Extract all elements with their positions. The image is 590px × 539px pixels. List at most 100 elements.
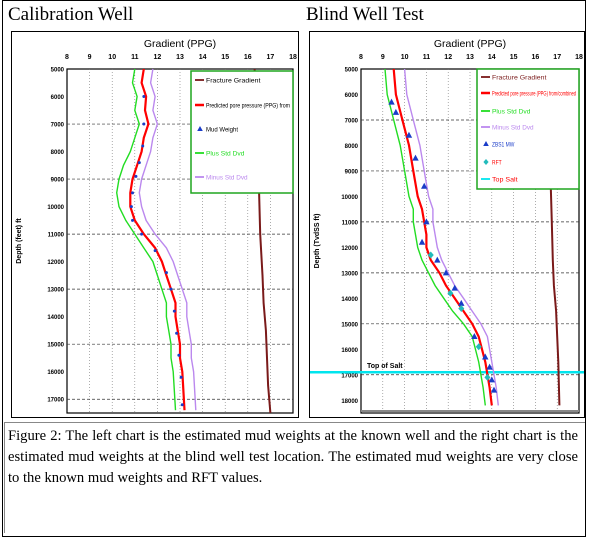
right-legend-label: ZBS1 MW bbox=[492, 143, 515, 149]
right-mw-point bbox=[490, 386, 498, 393]
left-ytick: 13000 bbox=[47, 288, 64, 294]
left-mud-point bbox=[164, 271, 168, 275]
left-xtick: 11 bbox=[131, 54, 139, 61]
left-legend-label: Fracture Gradient bbox=[206, 79, 261, 85]
blind-well-chart: Gradient (PPG) 8 9 10 11 12 13 14 15 16 17 18 5000 60… bbox=[309, 31, 585, 418]
right-ytick: 5000 bbox=[345, 68, 359, 74]
left-mud-point bbox=[142, 95, 146, 99]
left-xtick: 18 bbox=[289, 54, 297, 61]
left-ytick: 11000 bbox=[48, 233, 65, 239]
left-ylabel: Depth (feet) ft bbox=[16, 218, 23, 264]
figure-caption: Figure 2: The left chart is the estimate… bbox=[8, 428, 578, 486]
right-ytick: 15000 bbox=[341, 322, 358, 328]
right-xtick: 9 bbox=[381, 54, 385, 61]
right-series-minus_std bbox=[403, 68, 499, 406]
left-xtick: 13 bbox=[176, 54, 184, 61]
right-ytick: 8000 bbox=[345, 144, 359, 150]
left-mud-point bbox=[177, 353, 181, 357]
right-xtick: 13 bbox=[466, 54, 474, 61]
left-xtick: 10 bbox=[108, 54, 116, 61]
right-xtick: 15 bbox=[510, 54, 518, 61]
right-mw-point bbox=[423, 218, 430, 225]
left-series-plus_std bbox=[115, 68, 177, 411]
right-ytick: 9000 bbox=[345, 169, 359, 175]
left-mud-point bbox=[131, 191, 135, 195]
right-ytick: 13000 bbox=[341, 271, 358, 277]
right-mw-point bbox=[482, 353, 489, 360]
right-xtick: 10 bbox=[401, 54, 409, 61]
right-mw-point bbox=[458, 299, 465, 306]
right-legend-label: Plus Std Dvd bbox=[492, 110, 530, 116]
right-xtick: 16 bbox=[532, 54, 540, 61]
right-rft-point bbox=[458, 305, 465, 313]
left-ytick: 8000 bbox=[51, 150, 65, 156]
right-ytick: 10000 bbox=[341, 195, 358, 201]
left-series-minus_std bbox=[138, 68, 197, 411]
left-ytick: 7000 bbox=[51, 123, 65, 129]
left-mud-point bbox=[180, 403, 184, 407]
right-series-predicted bbox=[392, 68, 493, 406]
right-ytick: 12000 bbox=[341, 246, 358, 252]
left-mud-point bbox=[137, 161, 141, 165]
left-mud-point bbox=[141, 144, 145, 148]
left-ytick: 12000 bbox=[47, 260, 64, 266]
left-ytick: 5000 bbox=[51, 68, 65, 74]
left-ytick: 6000 bbox=[51, 95, 65, 101]
right-ytick: 16000 bbox=[341, 348, 358, 354]
left-ytick: 17000 bbox=[47, 398, 64, 404]
right-mw-point bbox=[418, 238, 426, 245]
right-xtick: 8 bbox=[359, 54, 363, 61]
right-mw-point bbox=[388, 98, 395, 105]
right-xtick: 11 bbox=[423, 54, 431, 61]
right-legend-swatch bbox=[483, 159, 489, 165]
right-ytick: 7000 bbox=[345, 118, 359, 124]
right-legend-swatch bbox=[483, 141, 489, 146]
left-mud-point bbox=[172, 309, 176, 313]
left-legend bbox=[190, 70, 294, 194]
right-ytick: 11000 bbox=[342, 220, 359, 226]
left-xtick: 9 bbox=[88, 54, 92, 61]
left-legend-label: Predicted pore pressure (PPG) from bbox=[206, 104, 290, 110]
right-panel-title: Blind Well Test bbox=[306, 4, 424, 25]
right-mw-point bbox=[442, 269, 450, 276]
left-xtick: 15 bbox=[221, 54, 229, 61]
right-ytick: 17000 bbox=[341, 373, 358, 379]
calibration-well-chart: Gradient (PPG) 8 9 10 11 12 13 14 15 16 17 18 5000 60… bbox=[11, 31, 299, 418]
right-legend-label: Top Salt bbox=[492, 178, 518, 184]
left-mud-point bbox=[134, 174, 138, 178]
right-rft-point bbox=[475, 343, 482, 351]
left-legend-label: Plus Std Dvd bbox=[206, 152, 244, 158]
left-series-predicted bbox=[129, 68, 186, 411]
right-title: Gradient (PPG) bbox=[434, 38, 506, 50]
right-xtick: 18 bbox=[575, 54, 583, 61]
left-mud-point bbox=[142, 122, 146, 126]
right-series-plus_std bbox=[384, 68, 486, 406]
left-legend-label: Minus Std Dvd bbox=[206, 176, 248, 182]
left-ytick: 14000 bbox=[47, 315, 64, 321]
right-mw-point bbox=[451, 284, 458, 291]
right-top-salt-label: Top of Salt bbox=[367, 363, 403, 370]
left-xtick: 16 bbox=[244, 54, 252, 61]
right-ylabel: Depth (TvdSS ft) bbox=[314, 214, 321, 269]
right-mw-point bbox=[434, 256, 441, 263]
left-mud-point bbox=[140, 232, 144, 236]
right-legend-label: Predicted pore pressure (PPG) from/combi… bbox=[492, 92, 576, 98]
left-ytick: 15000 bbox=[47, 343, 64, 349]
right-xtick: 14 bbox=[488, 54, 496, 61]
right-xtick: 12 bbox=[444, 54, 452, 61]
right-mw-point bbox=[471, 333, 478, 340]
right-mw-point bbox=[488, 376, 495, 383]
left-ytick: 9000 bbox=[51, 178, 65, 184]
right-ytick: 6000 bbox=[345, 93, 359, 99]
left-mud-point bbox=[129, 205, 133, 209]
left-panel-title: Calibration Well bbox=[8, 4, 134, 25]
left-legend-swatch bbox=[197, 126, 203, 131]
left-mud-point bbox=[131, 218, 135, 222]
right-legend bbox=[476, 68, 580, 190]
right-mw-point bbox=[421, 182, 428, 189]
right-rft-point bbox=[447, 289, 454, 297]
left-xtick: 17 bbox=[267, 54, 275, 61]
left-mud-point bbox=[169, 287, 173, 291]
right-legend-label: Fracture Gradient bbox=[492, 76, 547, 82]
